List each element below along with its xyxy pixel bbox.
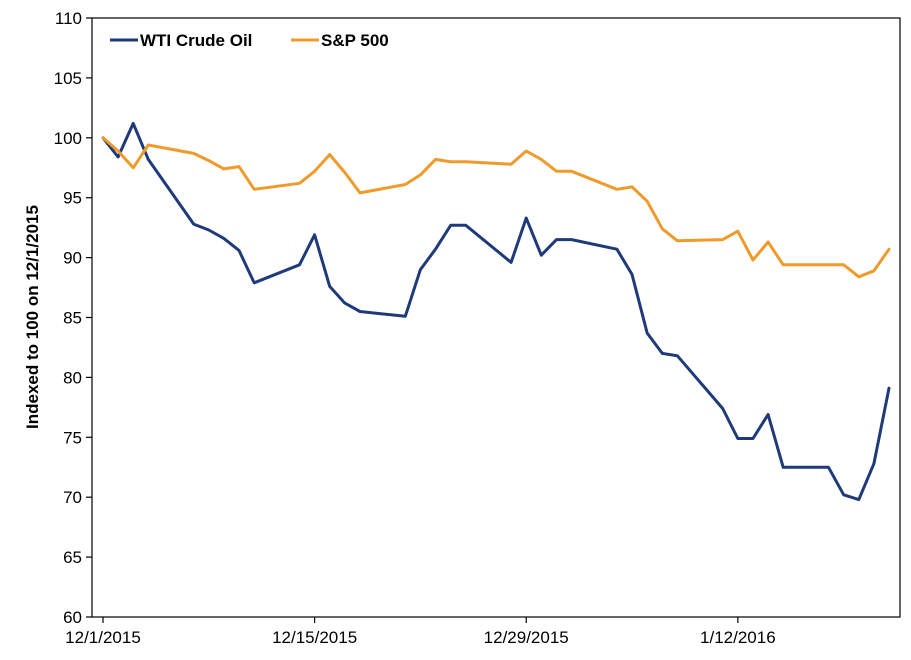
- y-axis-title: Indexed to 100 on 12/1/2015: [23, 205, 42, 429]
- series-line-s-p-500: [101, 136, 891, 279]
- x-tick-label: 12/1/2015: [65, 628, 141, 647]
- y-tick-label: 95: [63, 189, 82, 208]
- x-tick-label: 12/15/2015: [272, 628, 357, 647]
- y-tick-label: 90: [63, 249, 82, 268]
- y-tick-label: 105: [54, 69, 82, 88]
- x-tick-label: 1/12/2016: [700, 628, 776, 647]
- x-tick-label: 12/29/2015: [484, 628, 569, 647]
- plot-area: [91, 17, 901, 618]
- y-tick-label: 75: [63, 428, 82, 447]
- x-axis: 12/1/2015 12/15/2015 12/29/2015 1/12/2016: [65, 617, 776, 647]
- series-layer: [101, 121, 891, 502]
- legend-label-wti-crude-oil: WTI Crude Oil: [140, 31, 252, 50]
- y-tick-label: 80: [63, 368, 82, 387]
- series-line-wti-crude-oil: [101, 121, 891, 502]
- y-tick-label: 100: [54, 129, 82, 148]
- y-tick-label: 60: [63, 608, 82, 627]
- y-axis: 60 65 70 75 80 85 90 95 100 105 110: [54, 9, 92, 627]
- legend: WTI Crude Oil S&P 500: [110, 31, 389, 50]
- y-tick-label: 65: [63, 548, 82, 567]
- y-tick-label: 85: [63, 309, 82, 328]
- y-tick-label: 110: [55, 9, 82, 28]
- legend-label-s-p-500: S&P 500: [321, 31, 389, 50]
- y-tick-label: 70: [63, 488, 82, 507]
